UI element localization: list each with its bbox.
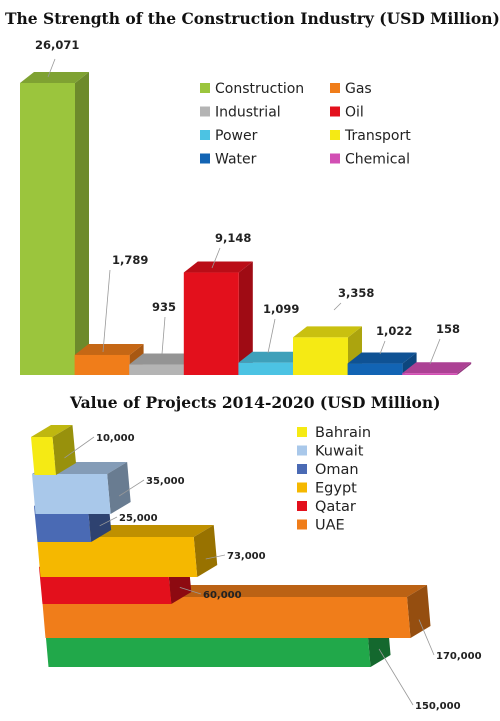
chart1-value-label-construction: 26,071 <box>35 38 79 52</box>
chart2-legend-label-kuwait: Kuwait <box>315 444 364 460</box>
chart1-legend-label-power: Power <box>215 128 258 144</box>
chart1-value-label-chemical: 158 <box>436 322 460 336</box>
chart1-legend-label-transport: Transport <box>344 128 411 144</box>
chart2-legend-swatch-bahrain <box>297 427 307 437</box>
chart1-legend-label-gas: Gas <box>345 81 372 97</box>
chart2-value-label-kuwait: 35,000 <box>146 476 185 487</box>
chart2-legend-label-bahrain: Bahrain <box>315 425 371 441</box>
chart1-leader-line <box>333 302 342 311</box>
chart2-leader-line <box>99 516 118 527</box>
chart1-legend-label-oil: Oil <box>345 105 364 121</box>
chart2-legend-swatch-kuwait <box>297 445 307 456</box>
chart1-leader-line <box>161 316 166 355</box>
chart2-legend-label-oman: Oman <box>315 462 359 478</box>
chart1-bar-oil <box>183 261 253 375</box>
chart1-value-label-oil: 9,148 <box>215 231 251 245</box>
chart1-leader-line <box>429 338 441 365</box>
chart1-legend-swatch-power <box>200 130 210 140</box>
chart1-bar-water <box>347 352 417 375</box>
chart1-leader-line <box>211 247 221 269</box>
chart2-bars <box>31 425 431 667</box>
chart1-legend-swatch-industrial <box>200 106 210 117</box>
chart1-title: The Strength of the Construction Industr… <box>5 9 500 28</box>
chart2-value-label-qatar: 60,000 <box>203 590 242 601</box>
chart1-legend-swatch-water <box>200 153 210 164</box>
chart1-value-label-industrial: 935 <box>152 300 176 314</box>
chart1-value-labels: 26,071 1,789 935 9,148 1,099 3,358 1,022 158 <box>35 38 460 365</box>
chart2-value-label-saudi-arabia: 150,000 <box>415 701 461 712</box>
chart1-legend-label-water: Water <box>215 152 257 168</box>
chart2-value-label-oman: 25,000 <box>119 513 158 524</box>
chart1-leader-line <box>102 269 111 353</box>
chart1-legend-swatch-chemical <box>330 153 340 164</box>
chart2-leader-line <box>179 586 202 595</box>
chart1-legend-swatch-construction <box>200 83 210 93</box>
chart1-value-label-transport: 3,358 <box>338 286 374 300</box>
chart2-legend-swatch-uae <box>297 519 307 530</box>
chart2-leader-line <box>205 554 226 560</box>
chart1-bar-chemical <box>402 362 472 375</box>
chart1-legend: Construction Gas Industrial Oil Power Transpo… <box>200 81 411 168</box>
chart2-legend: Bahrain Kuwait Oman Egypt Qatar UAE <box>297 425 371 534</box>
chart2-value-labels: 10,000 35,000 25,000 73,000 60,000 170,000 150… <box>64 433 482 712</box>
chart2-legend-label-egypt: Egypt <box>315 481 357 497</box>
chart1-bar-construction <box>20 72 89 375</box>
chart1-value-label-gas: 1,789 <box>112 253 148 267</box>
chart2-legend-swatch-qatar <box>297 501 307 511</box>
chart1-legend-label-industrial: Industrial <box>215 105 281 121</box>
chart2-bar-bahrain <box>31 425 76 475</box>
chart2-legend-label-qatar: Qatar <box>315 499 356 515</box>
chart2-leader-line <box>118 479 145 497</box>
chart2-title: Value of Projects 2014-2020 (USD Million… <box>69 393 440 412</box>
chart2-value-label-egypt: 73,000 <box>227 551 266 562</box>
chart1-legend-swatch-transport <box>330 130 340 140</box>
chart1-value-label-water: 1,022 <box>376 324 412 338</box>
chart1-legend-swatch-gas <box>330 83 340 93</box>
chart1-leader-line <box>267 318 276 354</box>
chart2-leader-line <box>418 619 435 656</box>
chart1-bar-transport <box>293 326 362 375</box>
chart1-bars <box>20 72 472 375</box>
chart2-legend-swatch-egypt <box>297 482 307 493</box>
chart1-legend-label-construction: Construction <box>215 81 304 97</box>
chart1-legend-swatch-oil <box>330 106 340 117</box>
chart1-leader-line <box>379 340 386 355</box>
chart2-value-label-bahrain: 10,000 <box>96 433 135 444</box>
chart1-legend-label-chemical: Chemical <box>345 152 410 168</box>
chart2-leader-line <box>378 648 414 706</box>
chart1-value-label-power: 1,099 <box>263 302 299 316</box>
chart2-legend-label-uae: UAE <box>315 518 345 534</box>
chart1-leader-line <box>47 58 56 78</box>
chart2-leader-line <box>64 436 95 459</box>
chart2-value-label-uae: 170,000 <box>436 651 482 662</box>
chart2-legend-swatch-oman <box>297 464 307 474</box>
